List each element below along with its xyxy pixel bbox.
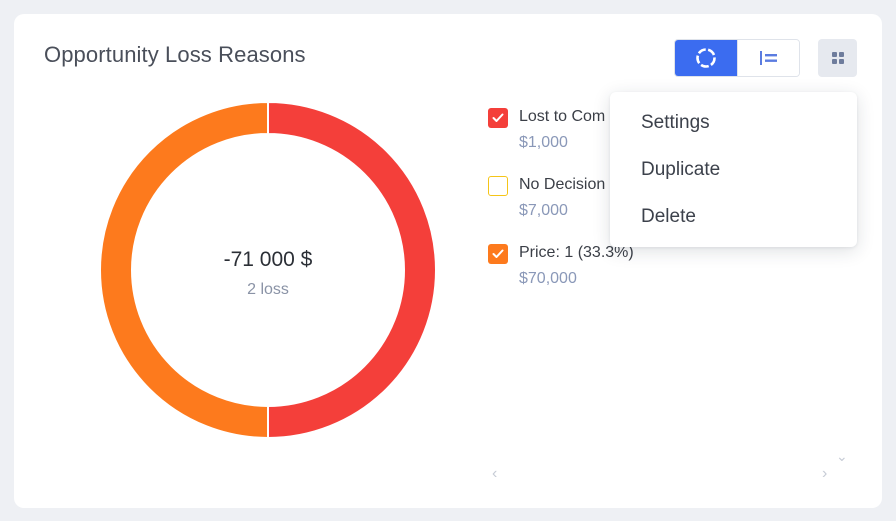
grid-icon (831, 52, 844, 64)
legend-checkbox[interactable] (488, 108, 508, 128)
donut-view-icon (696, 48, 716, 68)
check-icon (492, 249, 504, 258)
donut-center-subtitle: 2 loss (247, 281, 289, 298)
donut-chart (99, 101, 437, 439)
menu-item-delete[interactable]: Delete (641, 206, 696, 227)
legend-next-page-button[interactable]: › (822, 465, 828, 482)
legend-prev-page-button[interactable]: ‹ (492, 465, 498, 482)
widget-card: Opportunity Loss Reasons -71 000 $ 2 los… (14, 14, 882, 508)
donut-view-button[interactable] (675, 40, 737, 76)
menu-item-settings[interactable]: Settings (641, 112, 710, 133)
bar-view-icon (759, 51, 777, 65)
widget-dropdown-menu: Settings Duplicate Delete (610, 92, 857, 247)
legend-checkbox[interactable] (488, 244, 508, 264)
legend-label: Price: 1 (33.3%) (519, 244, 634, 261)
legend-label: Lost to Com (519, 108, 606, 125)
donut-slice-1[interactable] (99, 101, 269, 439)
check-icon (492, 113, 504, 122)
chart-view-toggle (674, 39, 800, 77)
legend-label: No Decision (519, 176, 606, 193)
menu-item-duplicate[interactable]: Duplicate (641, 159, 721, 180)
widget-menu-button[interactable] (818, 39, 857, 77)
chevron-down-icon[interactable]: ⌄ (836, 448, 848, 464)
donut-slice-0[interactable] (267, 101, 437, 439)
legend-value: $1,000 (519, 134, 568, 151)
widget-title: Opportunity Loss Reasons (44, 42, 306, 67)
legend-value: $70,000 (519, 270, 577, 287)
legend-checkbox[interactable] (488, 176, 508, 196)
donut-center-value: -71 000 $ (223, 248, 313, 271)
bar-view-button[interactable] (737, 40, 799, 76)
legend-value: $7,000 (519, 202, 568, 219)
